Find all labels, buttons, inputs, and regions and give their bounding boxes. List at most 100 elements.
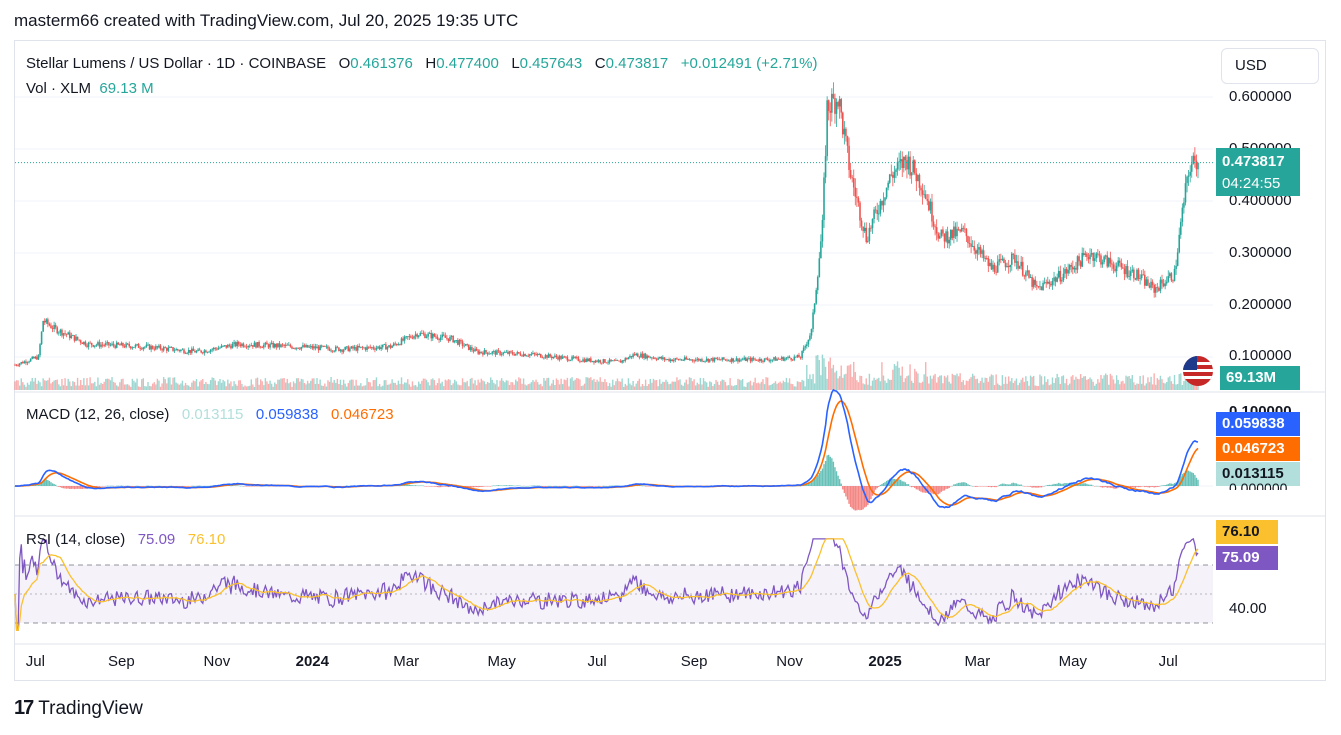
macd-histogram-bar (141, 486, 143, 487)
volume-bar (882, 375, 885, 390)
candle-body (510, 351, 512, 353)
macd-histogram-bar (918, 486, 921, 491)
macd-histogram-bar (181, 486, 184, 487)
volume-bar (613, 385, 616, 390)
signal-badge: 0.046723 (1216, 437, 1300, 461)
price-axis-label: 0.400000 (1229, 192, 1292, 209)
volume-bar (1172, 383, 1174, 390)
candle-body (399, 344, 401, 346)
rsi-label[interactable]: RSI (14, close) (26, 531, 126, 548)
macd-histogram-bar (206, 485, 209, 487)
macd-histogram-bar (646, 486, 648, 487)
candle-body (596, 360, 598, 362)
volume-label[interactable]: Vol · XLM (26, 80, 92, 97)
macd-histogram-bar (997, 485, 999, 487)
candle-body (417, 335, 420, 337)
volume-bar (518, 377, 520, 390)
volume-bar (416, 386, 418, 390)
candle-body (320, 345, 323, 347)
candle-body (1061, 280, 1063, 282)
volume-bar (801, 379, 803, 390)
candle-body (353, 347, 356, 349)
volume-bar (239, 380, 242, 390)
macd-label[interactable]: MACD (12, 26, close) (26, 406, 170, 423)
candle-body (39, 344, 41, 356)
candle-body (995, 271, 997, 273)
volume-bar (654, 380, 656, 390)
volume-bar (1084, 376, 1087, 390)
volume-bar (164, 379, 166, 390)
candle-body (674, 358, 677, 360)
candle-body (70, 335, 73, 339)
macd-histogram-bar (519, 485, 522, 487)
volume-bar (835, 370, 838, 390)
macd-histogram-bar (47, 480, 49, 486)
macd-histogram-bar (83, 486, 85, 489)
macd-histogram-bar (97, 486, 99, 487)
volume-bar (838, 376, 841, 390)
macd-histogram-bar (979, 486, 982, 487)
macd-histogram-bar (511, 485, 514, 486)
candle-body (1109, 257, 1112, 264)
symbol-title[interactable]: Stellar Lumens / US Dollar · 1D · COINBA… (26, 55, 327, 72)
volume-bar (137, 386, 140, 390)
candle-body (522, 353, 525, 357)
volume-bar (587, 377, 589, 390)
candle-body (627, 357, 630, 360)
volume-bar (78, 385, 80, 390)
volume-bar (313, 378, 315, 390)
volume-bar (925, 362, 927, 390)
volume-bar (241, 383, 243, 390)
volume-bar (242, 386, 245, 390)
candle-body (1056, 277, 1058, 282)
macd-histogram-bar (1186, 470, 1188, 486)
macd-histogram-bar (500, 485, 503, 487)
candle-body (535, 354, 537, 356)
candle-body (263, 344, 265, 348)
volume-bar (813, 383, 816, 390)
volume-bar (857, 382, 860, 390)
candle-body (511, 352, 514, 355)
volume-bar (34, 377, 37, 390)
candle-body (721, 357, 724, 360)
candle-body (1125, 266, 1127, 275)
candle-body (921, 190, 924, 195)
volume-bar (452, 383, 454, 390)
macd-histogram-bar (1042, 486, 1044, 487)
volume-bar (1050, 384, 1052, 390)
candle-body (1136, 269, 1138, 280)
volume-bar (585, 377, 587, 390)
candle-body (626, 358, 628, 360)
macd-histogram-bar (435, 486, 437, 487)
candle-body (1095, 253, 1098, 259)
candle-body (971, 246, 974, 247)
volume-bar (497, 386, 500, 390)
volume-bar (798, 381, 800, 390)
volume-bar (671, 381, 673, 390)
macd-histogram-bar (184, 486, 187, 487)
macd-histogram-bar (593, 486, 595, 487)
candle-body (1040, 286, 1043, 291)
volume-bar (1043, 376, 1046, 390)
volume-bar (1045, 381, 1047, 390)
macd-histogram-bar (425, 486, 428, 487)
candle-body (62, 333, 65, 336)
candle-body (115, 342, 118, 348)
candle-body (50, 325, 52, 329)
macd-histogram-bar (840, 483, 842, 486)
macd-histogram-bar (901, 481, 903, 486)
candle-body (1148, 285, 1151, 288)
volume-bar (178, 384, 181, 390)
candle-body (322, 345, 325, 347)
volume-bar (325, 386, 328, 390)
countdown-value: 04:24:55 (1222, 175, 1281, 192)
candle-body (860, 220, 863, 227)
volume-bar (126, 384, 129, 390)
volume-bar (602, 381, 605, 390)
currency-selector[interactable]: USD (1221, 48, 1319, 84)
candle-body (180, 349, 182, 352)
volume-bar (709, 381, 711, 390)
macd-histogram-bar (1100, 486, 1102, 488)
volume-bar (986, 377, 988, 390)
